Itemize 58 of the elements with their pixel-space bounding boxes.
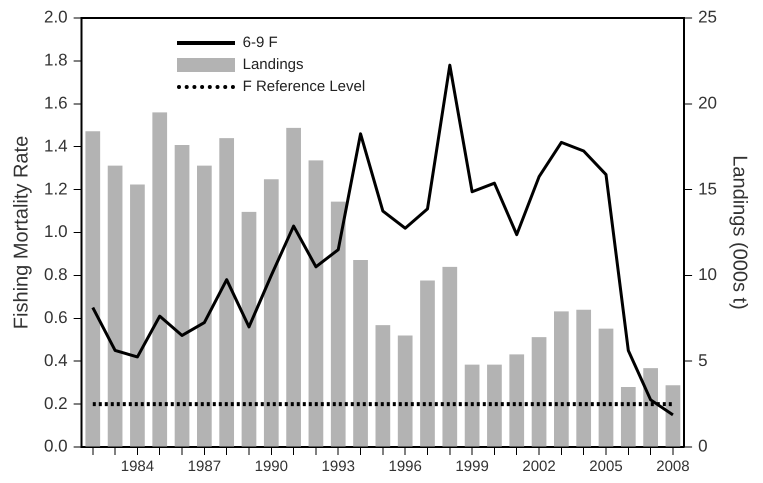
bar [398, 335, 413, 446]
bar [464, 364, 480, 446]
y-tick-label: 1.8 [44, 50, 68, 70]
y-tick-label: 0.6 [44, 308, 68, 327]
y-tick-label: 0.8 [44, 265, 68, 284]
bar [420, 280, 435, 446]
bar [308, 160, 324, 446]
legend-label: F Reference Level [242, 77, 366, 97]
bar [85, 131, 100, 446]
bar [196, 166, 212, 446]
bar [152, 112, 168, 446]
x-tick-label: 1984 [120, 458, 154, 476]
y2-tick-label: 15 [698, 179, 718, 198]
y-tick-label: 2.0 [44, 8, 68, 27]
bar [598, 328, 614, 446]
y2-axis-title: Landings (000s t) [728, 155, 750, 310]
bar [576, 310, 592, 446]
y-tick-label: 1.6 [44, 93, 68, 112]
x-tick-label: 1996 [388, 458, 422, 476]
bar [286, 128, 301, 446]
legend-label: Landings [242, 55, 304, 75]
bar [509, 354, 524, 446]
bar [442, 266, 458, 446]
x-tick-label: 2008 [656, 458, 690, 476]
bar [666, 385, 680, 446]
bar [264, 179, 279, 446]
y-tick-label: 1.0 [44, 222, 68, 242]
bar [242, 212, 256, 446]
y2-tick-label: 5 [698, 350, 708, 370]
x-tick-label: 1993 [322, 458, 355, 476]
y2-tick-label: 0 [698, 436, 708, 456]
legend-label: 6-9 F [242, 33, 278, 53]
y-tick-label: 0.0 [44, 436, 68, 456]
bar [130, 184, 145, 446]
bar [108, 166, 122, 446]
x-tick-label: 1987 [188, 458, 222, 476]
bar [620, 386, 636, 446]
x-tick-label: 2005 [589, 458, 623, 476]
bar [532, 337, 546, 446]
y-axis-title: Fishing Mortality Rate [10, 136, 33, 330]
y-tick-label: 1.4 [44, 136, 68, 156]
x-tick-label: 1990 [254, 458, 288, 476]
bar [174, 144, 190, 446]
bar [330, 202, 346, 446]
bar [487, 364, 502, 446]
y-tick-label: 1.2 [44, 179, 68, 198]
bar [376, 325, 390, 446]
x-tick-label: 2002 [522, 458, 556, 476]
bar [643, 368, 658, 446]
y2-tick-label: 10 [698, 265, 718, 284]
y2-tick-label: 20 [698, 93, 718, 112]
y2-tick-label: 25 [698, 8, 718, 27]
bar [353, 260, 368, 446]
bar [219, 138, 234, 446]
bar [554, 311, 569, 446]
x-tick-label: 1999 [455, 458, 489, 476]
y-tick-label: 0.2 [44, 394, 68, 413]
y-tick-label: 0.4 [44, 350, 68, 370]
